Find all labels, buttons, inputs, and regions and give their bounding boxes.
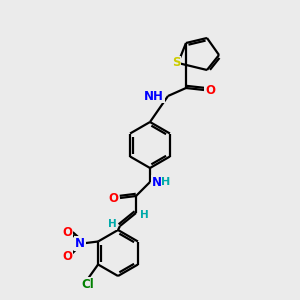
Text: N: N [152, 176, 162, 188]
Text: O: O [62, 226, 72, 239]
Text: Cl: Cl [82, 278, 94, 291]
Text: NH: NH [144, 89, 164, 103]
Text: N: N [75, 237, 85, 250]
Text: O: O [205, 83, 215, 97]
Text: O: O [62, 250, 72, 263]
Text: H: H [140, 210, 148, 220]
Text: H: H [161, 177, 171, 187]
Text: O: O [108, 191, 118, 205]
Text: S: S [172, 56, 180, 70]
Text: H: H [108, 219, 116, 229]
